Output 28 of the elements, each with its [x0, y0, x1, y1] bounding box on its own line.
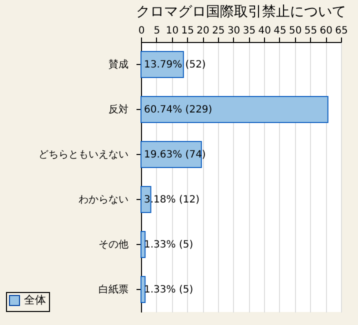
y-tick-label: 賛成	[108, 58, 128, 70]
x-tick-label: 40	[258, 26, 271, 36]
legend-label: 全体	[24, 294, 46, 306]
y-tick-label: どちらともいえない	[38, 150, 128, 160]
bar	[140, 276, 146, 303]
bar	[140, 96, 328, 123]
x-tick-label: 15	[181, 26, 194, 36]
y-tick-label: 反対	[108, 104, 128, 116]
x-tick-label: 20	[196, 26, 210, 36]
x-tick-label: 0	[138, 26, 145, 36]
bar	[140, 51, 184, 78]
y-tick-label: わからない	[78, 194, 128, 206]
x-tick-label: 5	[154, 26, 160, 36]
x-tick-label: 10	[166, 26, 179, 36]
data-label: 13.79% (52)	[144, 60, 206, 70]
x-tick-label: 45	[274, 26, 286, 36]
data-label: 60.74% (229)	[144, 104, 212, 116]
x-tick-label: 30	[227, 26, 240, 36]
x-tick-label: 60	[320, 26, 332, 36]
x-tick-label: 55	[304, 26, 318, 36]
y-tick-label: その他	[98, 238, 128, 250]
x-tick-label: 25	[212, 26, 225, 36]
chart-title: クロマグロ国際取引禁止について	[136, 4, 346, 20]
y-tick-label: 白紙票	[98, 284, 128, 296]
bar	[140, 231, 146, 258]
x-tick-label: 50	[288, 26, 302, 36]
x-tick-label: 65	[335, 26, 348, 36]
x-tick-label: 35	[242, 26, 256, 36]
